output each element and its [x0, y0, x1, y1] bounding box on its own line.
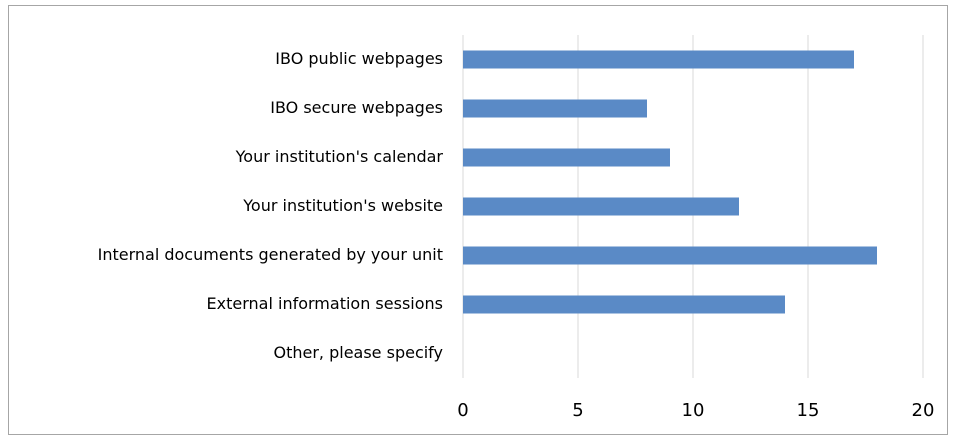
bar	[463, 148, 670, 167]
chart-border	[8, 5, 948, 435]
y-tick-label: External information sessions	[207, 294, 443, 313]
bar	[463, 295, 785, 314]
bar	[463, 197, 739, 216]
bar	[463, 99, 647, 118]
x-tick-label: 10	[682, 400, 705, 421]
y-tick-label: IBO public webpages	[275, 49, 443, 68]
y-tick-label: Your institution's website	[242, 196, 443, 215]
bar	[463, 246, 877, 265]
x-tick-label: 5	[572, 400, 583, 421]
x-tick-label: 20	[912, 400, 935, 421]
bar	[463, 50, 854, 69]
y-tick-label: Other, please specify	[273, 343, 443, 362]
y-tick-label: IBO secure webpages	[270, 98, 443, 117]
x-tick-label: 0	[457, 400, 468, 421]
x-tick-label: 15	[797, 400, 820, 421]
y-tick-label: Internal documents generated by your uni…	[98, 245, 443, 264]
y-tick-label: Your institution's calendar	[235, 147, 444, 166]
